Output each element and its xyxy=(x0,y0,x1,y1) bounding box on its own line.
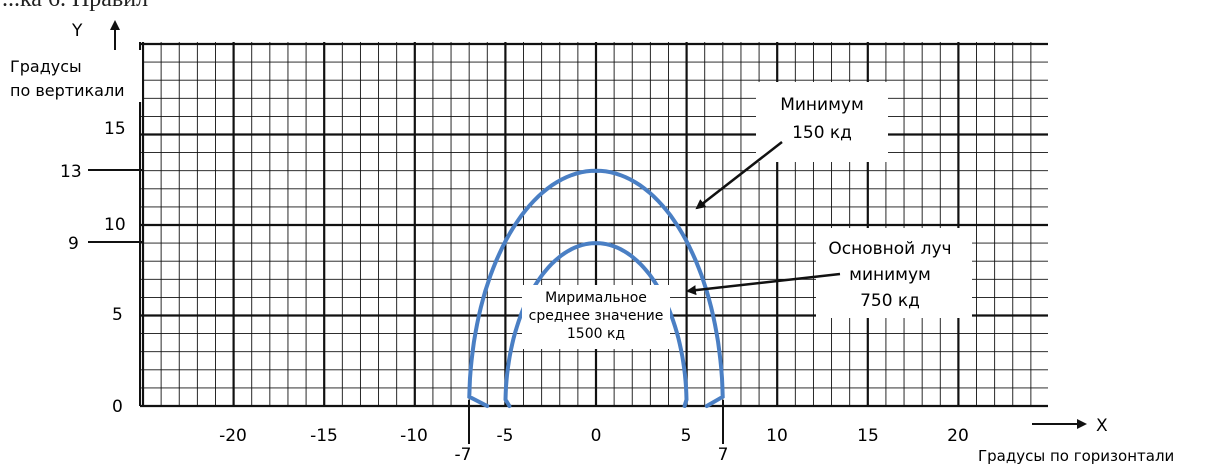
x-mark-7: 7 xyxy=(718,445,729,465)
x-mark-neg7: -7 xyxy=(455,445,472,465)
callout-minimum-arrow xyxy=(695,141,783,210)
callout-mean-line1: Миримальное xyxy=(545,290,647,306)
x-axis-label: Градусы по горизонтали xyxy=(978,447,1174,465)
callout-mean-line2: среднее значение xyxy=(529,308,664,324)
y-mark-9: 9 xyxy=(68,234,79,254)
x-tick-neg20: -20 xyxy=(219,426,247,446)
x-tick-neg15: -15 xyxy=(310,426,338,446)
y-axis-label-line1: Градусы xyxy=(10,57,82,76)
y-axis-letter: Y xyxy=(71,21,83,41)
callout-mean-box xyxy=(522,285,670,349)
callout-minimum-line1: Минимум xyxy=(780,95,864,115)
callout-mean-line3: 1500 кд xyxy=(567,326,625,342)
callout-main-line2: минимум xyxy=(849,265,931,285)
x-axis-letter: X xyxy=(1096,416,1108,436)
x-tick-neg10: -10 xyxy=(400,426,428,446)
x-tick-10: 10 xyxy=(766,426,788,446)
y-tick-5: 5 xyxy=(112,305,123,325)
inner-isoline-750cd xyxy=(503,241,689,408)
callout-minimum-box xyxy=(756,82,888,162)
y-tick-0: 0 xyxy=(112,397,123,417)
header-fragment: ...ка 6. Правил xyxy=(2,0,148,13)
x-tick-15: 15 xyxy=(857,426,879,446)
x-tick-5: 5 xyxy=(681,426,692,446)
y-tick-15: 15 xyxy=(104,119,126,139)
y-axis-label-line2: по вертикали xyxy=(10,81,125,100)
y-axis-label-bg xyxy=(4,50,142,102)
callout-main-line3: 750 кд xyxy=(860,291,920,311)
callout-minimum-line2: 150 кд xyxy=(792,123,852,143)
y-tick-10: 10 xyxy=(104,215,126,235)
y-mark-13: 13 xyxy=(60,162,82,182)
callout-main-line1: Основной луч xyxy=(828,239,951,259)
x-tick-0: 0 xyxy=(591,426,602,446)
callout-main-box xyxy=(816,228,972,318)
x-tick-20: 20 xyxy=(947,426,969,446)
callout-main-arrow xyxy=(686,272,841,296)
x-axis-label-bg xyxy=(972,442,1218,465)
x-tick-neg5: -5 xyxy=(497,426,514,446)
